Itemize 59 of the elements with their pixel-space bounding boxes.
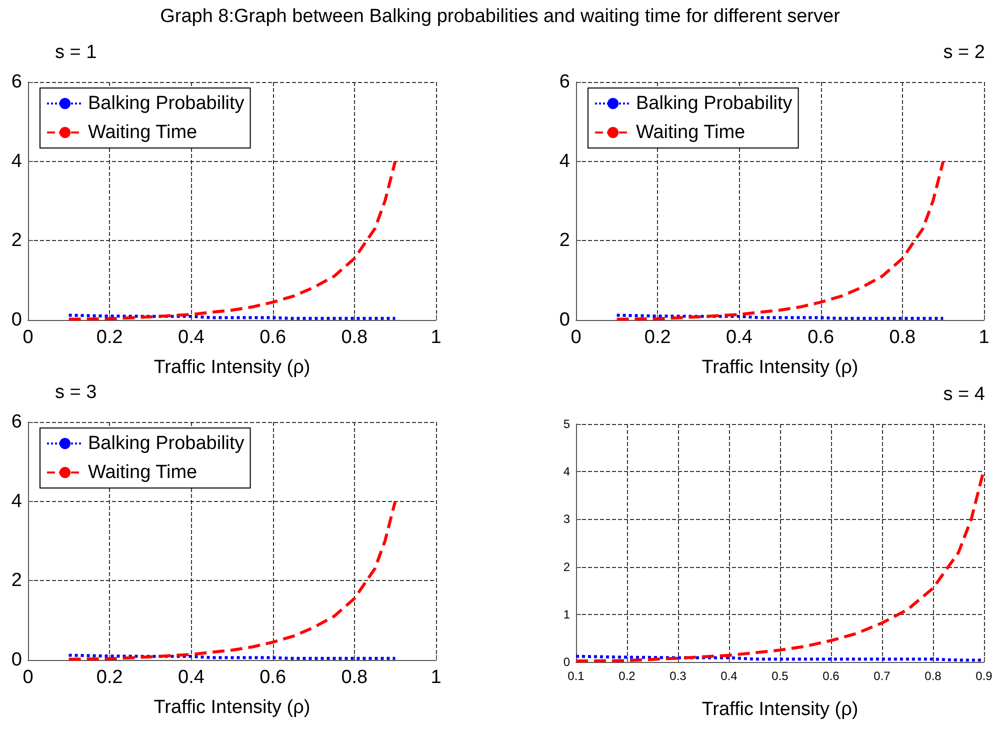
x-axis-title: Traffic Intensity (ρ) xyxy=(154,697,310,718)
line-series xyxy=(67,500,397,661)
y-tick-label: 3 xyxy=(563,512,570,526)
x-tick-label: 0.6 xyxy=(822,669,840,683)
y-tick-label: 0 xyxy=(11,310,22,330)
y-tick-label: 6 xyxy=(11,72,22,92)
chart-title: s = 4 xyxy=(943,384,986,405)
x-tick-label: 0.2 xyxy=(644,327,671,348)
x-tick-label: 0.4 xyxy=(726,327,753,348)
y-tick-label: 4 xyxy=(11,150,22,172)
x-tick-label: 0.4 xyxy=(178,667,205,688)
x-tick-label: 0.3 xyxy=(670,669,687,683)
x-axis-title: Traffic Intensity (ρ) xyxy=(702,357,858,378)
x-tick-label: 0.2 xyxy=(618,669,636,683)
chart-title: s = 2 xyxy=(943,42,986,63)
x-tick-label: 0.6 xyxy=(808,327,834,348)
x-tick-label: 0.8 xyxy=(924,669,942,683)
x-tick-label: 1 xyxy=(430,327,442,348)
chart-subtitle: s = 1 xyxy=(55,42,97,63)
y-tick-label: 0 xyxy=(559,310,570,330)
x-tick-label: 0.8 xyxy=(341,667,368,688)
line-series xyxy=(67,160,397,321)
y-tick-label: 0 xyxy=(563,655,570,669)
y-tick-label: 6 xyxy=(559,72,570,92)
y-tick-label: 4 xyxy=(11,490,22,512)
x-tick-label: 0.6 xyxy=(260,667,286,688)
x-tick-label: 0.8 xyxy=(341,327,368,348)
y-tick-label: 1 xyxy=(563,607,570,622)
legend-label: Waiting Time xyxy=(88,462,198,483)
chart-title: s = 3 xyxy=(55,382,97,403)
y-tick-label: 2 xyxy=(563,560,570,574)
x-tick-label: 0.4 xyxy=(720,669,738,683)
x-tick-label: 0.5 xyxy=(772,669,789,683)
legend-label: Waiting Time xyxy=(88,122,198,143)
y-tick-label: 4 xyxy=(563,464,570,479)
y-tick-label: 4 xyxy=(559,150,570,172)
x-tick-label: 1 xyxy=(978,327,990,348)
x-axis-title: Traffic Intensity (ρ) xyxy=(154,357,310,378)
y-tick-label: 2 xyxy=(11,570,22,592)
x-tick-label: 0.2 xyxy=(96,667,123,688)
x-tick-label: 0.7 xyxy=(874,669,891,683)
legend-label: Balking Probability xyxy=(88,433,245,454)
legend-label: Balking Probability xyxy=(88,93,245,114)
x-tick-label: 0.9 xyxy=(976,669,993,683)
text: Graph 8:Graph between Balking probabilities and waiting time for different server xyxy=(159,6,841,28)
x-tick-label: 0.8 xyxy=(889,327,916,348)
legend-label: Balking Probability xyxy=(636,93,793,114)
x-tick-label: 0.4 xyxy=(178,327,205,348)
line-series xyxy=(615,160,945,321)
y-tick-label: 2 xyxy=(559,230,570,252)
x-tick-label: 1 xyxy=(430,667,442,688)
y-tick-label: 2 xyxy=(11,230,22,252)
y-tick-label: 5 xyxy=(563,417,570,431)
x-tick-label: 0.6 xyxy=(260,327,286,348)
y-tick-label: 6 xyxy=(11,412,22,432)
x-axis-title: Traffic Intensity (ρ) xyxy=(702,699,858,720)
x-tick-label: 0.2 xyxy=(96,327,123,348)
x-tick-label: 0.1 xyxy=(568,669,585,683)
legend-label: Waiting Time xyxy=(636,122,746,143)
